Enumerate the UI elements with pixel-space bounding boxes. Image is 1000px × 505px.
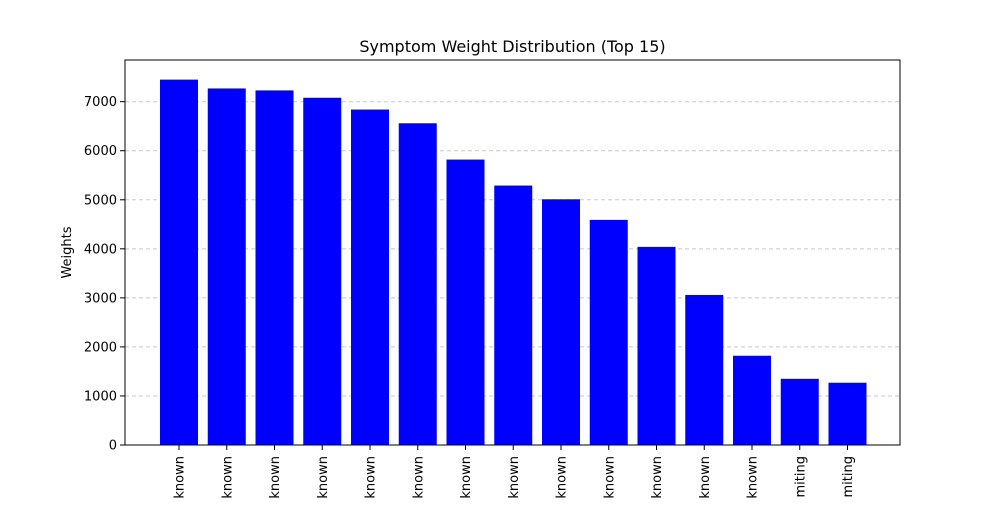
bars <box>160 79 867 446</box>
x-tick-label: known <box>459 456 474 499</box>
x-tick-label: known <box>173 456 188 499</box>
bar <box>828 382 867 445</box>
bar <box>207 88 246 445</box>
y-tick-label: 2000 <box>84 340 117 355</box>
x-tick-label: known <box>220 456 235 499</box>
x-tick-label: known <box>746 456 761 499</box>
y-axis-label: Weights <box>60 226 75 278</box>
y-tick-label: 5000 <box>84 193 117 208</box>
y-axis-ticks: 0 1000 2000 3000 4000 5000 6000 7000 <box>84 95 125 454</box>
bar <box>733 355 771 445</box>
bar <box>351 109 389 445</box>
bar <box>494 185 533 445</box>
x-tick-label: known <box>698 456 713 499</box>
y-tick-label: 3000 <box>84 291 117 306</box>
y-tick-label: 7000 <box>84 95 117 110</box>
x-tick-label: known <box>268 456 283 499</box>
bar <box>589 219 628 445</box>
bar <box>780 378 819 445</box>
y-tick-label: 6000 <box>84 144 117 159</box>
bar <box>303 97 342 445</box>
x-axis-ticks: known known known known known known known known… <box>173 445 856 499</box>
bar <box>637 246 676 445</box>
x-tick-label: known <box>602 456 617 499</box>
y-tick-label: 0 <box>109 439 117 454</box>
y-tick-label: 4000 <box>84 242 117 257</box>
bar <box>398 123 437 445</box>
bar <box>685 294 724 445</box>
x-tick-label: known <box>650 456 665 499</box>
chart-title: Symptom Weight Distribution (Top 15) <box>359 37 665 56</box>
bar <box>446 159 485 445</box>
x-tick-label: known <box>555 456 570 499</box>
plot-frame <box>124 59 901 446</box>
bar <box>542 199 580 445</box>
x-tick-label: miting <box>793 456 808 497</box>
x-tick-label: known <box>507 456 522 499</box>
x-tick-label: miting <box>841 456 856 497</box>
bar <box>255 90 294 445</box>
bar <box>160 79 198 446</box>
x-tick-label: known <box>316 456 331 499</box>
x-tick-label: known <box>364 456 379 499</box>
x-tick-label: known <box>411 456 426 499</box>
y-tick-label: 1000 <box>84 389 117 404</box>
